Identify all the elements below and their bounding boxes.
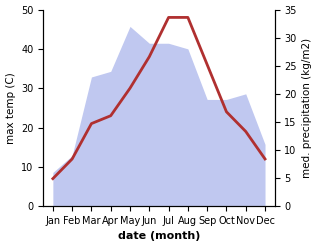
Y-axis label: med. precipitation (kg/m2): med. precipitation (kg/m2) <box>302 38 313 178</box>
X-axis label: date (month): date (month) <box>118 231 200 242</box>
Y-axis label: max temp (C): max temp (C) <box>5 72 16 144</box>
